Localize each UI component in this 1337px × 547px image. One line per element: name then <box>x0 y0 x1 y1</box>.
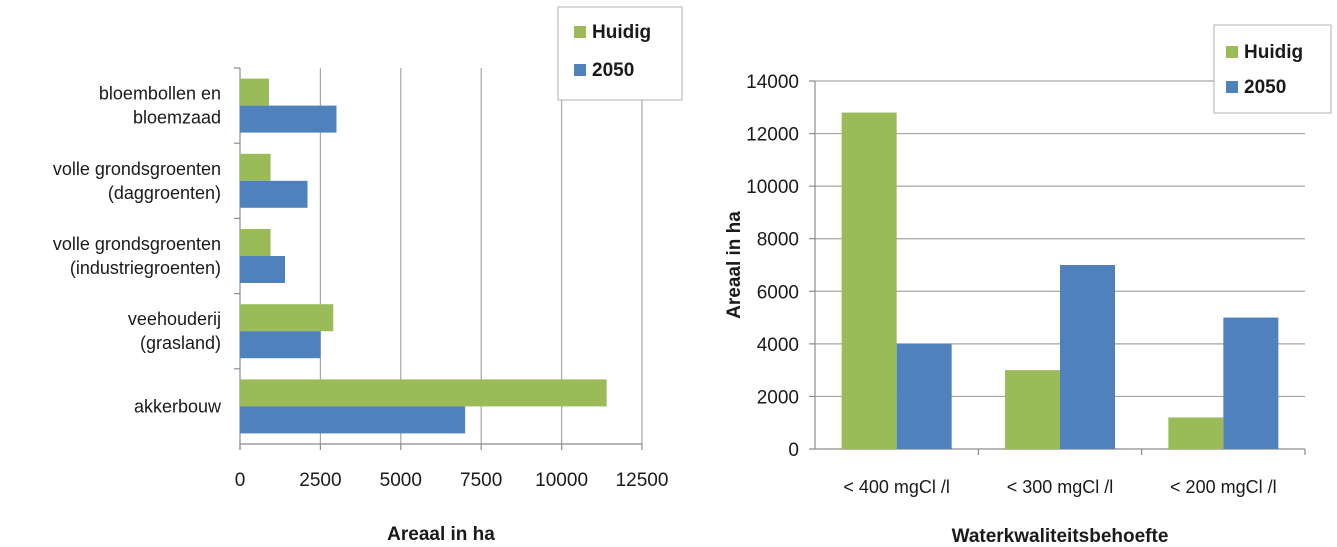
y-tick-label: 6000 <box>757 282 799 303</box>
legend-label: Huidig <box>1244 42 1303 63</box>
legend-swatch <box>574 26 586 38</box>
y-tick-label: 10000 <box>746 177 799 198</box>
x-tick-label: 7500 <box>460 470 502 491</box>
bar-2050 <box>240 256 286 283</box>
legend-label: 2050 <box>1244 77 1286 98</box>
legend-box <box>1213 24 1332 114</box>
y-axis-title: Areaal in ha <box>724 211 745 319</box>
x-tick-label: 5000 <box>380 470 422 491</box>
bar-2050 <box>1223 317 1279 449</box>
y-tick-label: 8000 <box>757 230 799 251</box>
y-tick-label: 0 <box>788 440 799 461</box>
bar-2050 <box>240 180 308 208</box>
right-bar-chart: 0 2000 4000 6000 8000 10000 12000 14000 < 400 mg… <box>724 24 1332 547</box>
bar-2050 <box>896 343 952 449</box>
legend-label: Huidig <box>592 22 651 43</box>
bar-2050 <box>1060 265 1115 449</box>
bar-huidig <box>240 78 269 106</box>
y-tick-label: 2000 <box>757 387 799 408</box>
category-label: akkerbouw <box>134 396 222 416</box>
bar-huidig <box>240 153 271 181</box>
bar-2050 <box>240 406 466 434</box>
x-tick-label: 0 <box>235 470 246 491</box>
y-tick-label: 4000 <box>757 335 799 356</box>
y-tick-label: 14000 <box>746 72 799 93</box>
x-axis-title: Waterkwaliteitsbehoefte <box>952 526 1169 547</box>
x-category-label: < 400 mgCl /l <box>843 477 950 497</box>
x-axis-title: Areaal in ha <box>387 524 495 545</box>
bar-huidig <box>1168 417 1224 449</box>
x-tick-label: 12500 <box>616 470 669 491</box>
bar-huidig <box>240 229 271 256</box>
bar-huidig <box>240 304 334 332</box>
bar-2050 <box>240 105 337 133</box>
category-label: bloembollen en bloemzaad <box>99 84 221 128</box>
legend-label: 2050 <box>592 60 634 81</box>
left-bar-chart: 0 2500 5000 7500 10000 12500 bloembollen en blo… <box>53 6 683 545</box>
category-label: volle grondsgroenten (industriegroenten) <box>53 234 221 278</box>
legend-swatch <box>1226 81 1238 93</box>
y-tick-label: 12000 <box>746 125 799 146</box>
category-label: volle grondsgroenten (daggroenten) <box>53 159 221 203</box>
x-tick-label: 2500 <box>299 470 341 491</box>
legend-box <box>557 6 683 101</box>
x-category-label: < 200 mgCl /l <box>1170 477 1277 497</box>
bar-huidig <box>240 379 607 407</box>
bar-huidig <box>841 112 897 450</box>
legend-swatch <box>574 64 586 76</box>
x-tick-label: 10000 <box>535 470 588 491</box>
bar-2050 <box>240 331 321 359</box>
bar-huidig <box>1005 370 1060 449</box>
category-label: veehouderij (grasland) <box>128 309 221 353</box>
legend: Huidig 2050 <box>557 6 683 101</box>
x-category-label: < 300 mgCl /l <box>1007 477 1114 497</box>
legend-swatch <box>1226 46 1238 58</box>
legend: Huidig 2050 <box>1213 24 1332 114</box>
